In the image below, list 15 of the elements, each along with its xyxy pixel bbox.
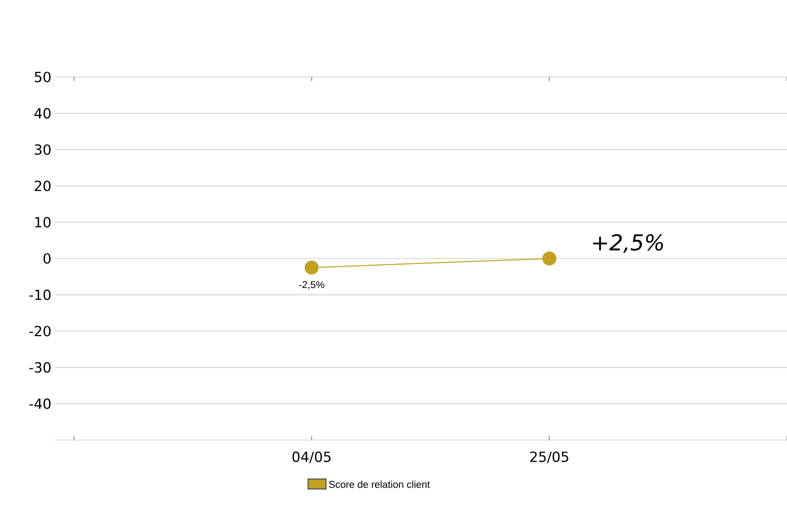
y-tick-label: -10	[29, 290, 51, 300]
y-tick-label: 40	[34, 108, 51, 119]
y-tick-label: 10	[35, 216, 51, 228]
annotation: +2,5%	[593, 234, 663, 253]
y-tick-label: 50	[34, 72, 51, 82]
y-tick-label: 20	[34, 180, 51, 192]
y-tick-label: 0	[44, 253, 51, 264]
y-tick-label: 30	[34, 144, 51, 155]
x-tick-label: 25/05	[530, 452, 568, 464]
x-tick-label: 04/05	[292, 452, 331, 464]
legend-label: Score de relation client	[329, 480, 430, 488]
y-tick-label: -40	[29, 398, 51, 409]
y-tick-label: -20	[29, 326, 51, 336]
data-label: -2,5%	[299, 281, 324, 290]
y-tick-label: -30	[29, 362, 51, 373]
